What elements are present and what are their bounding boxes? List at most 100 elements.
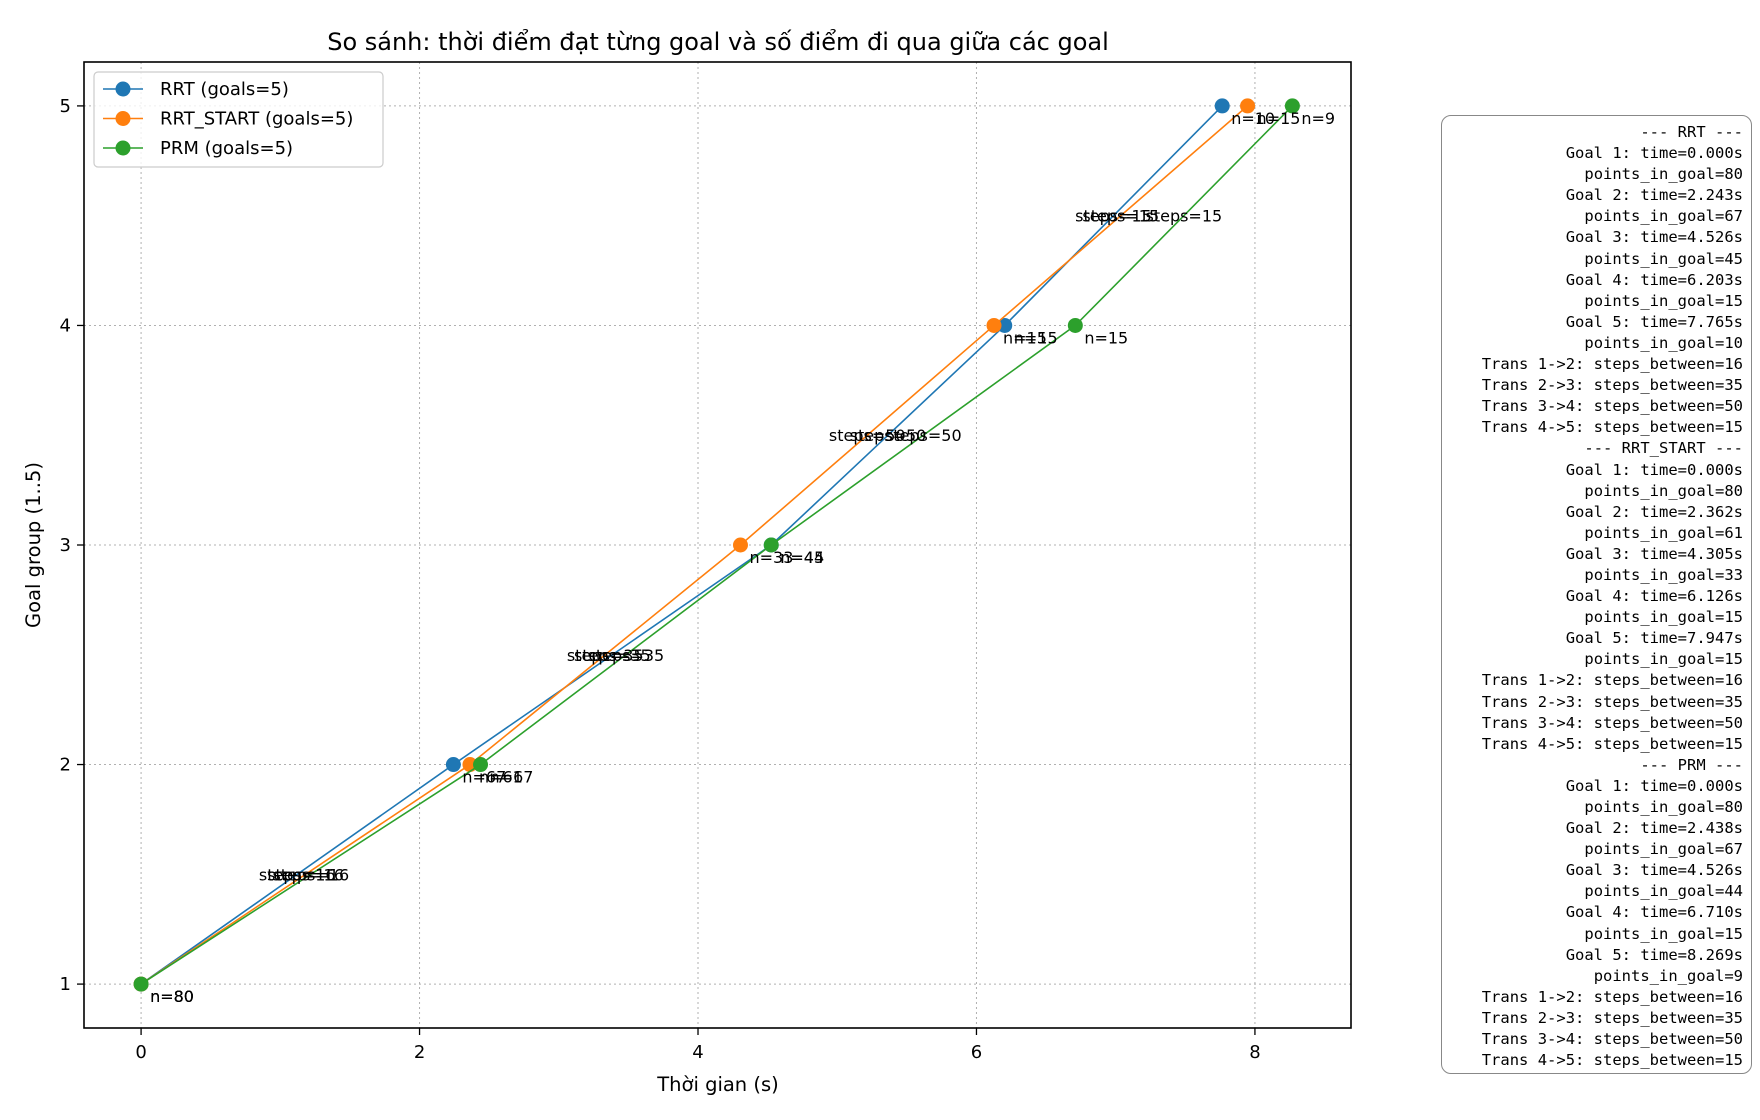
info-line: points_in_goal=61: [1584, 523, 1743, 542]
info-line: Goal 3: time=4.305s: [1565, 544, 1743, 563]
point-label: n=15: [1084, 328, 1128, 347]
info-line: points_in_goal=15: [1584, 924, 1743, 943]
step-label: steps=16: [267, 865, 344, 884]
info-line: points_in_goal=33: [1584, 565, 1743, 584]
data-point: [763, 537, 779, 553]
info-line: Trans 2->3: steps_between=35: [1481, 1008, 1743, 1027]
info-line: points_in_goal=45: [1584, 249, 1743, 268]
data-point: [997, 317, 1013, 333]
info-line: points_in_goal=80: [1584, 165, 1743, 184]
info-line: Trans 4->5: steps_between=15: [1481, 418, 1743, 437]
data-point: [1284, 98, 1300, 114]
point-label: n=67: [490, 768, 534, 787]
step-label: steps=35: [574, 646, 651, 665]
info-line: Goal 5: time=8.269s: [1565, 945, 1743, 964]
info-line: points_in_goal=67: [1584, 207, 1743, 226]
info-line: points_in_goal=10: [1584, 333, 1743, 352]
step-label: steps=16: [272, 865, 349, 884]
y-tick-label: 2: [60, 755, 71, 776]
annotation-layer: n=80n=67n=45n=15n=10steps=16steps=35step…: [150, 109, 1335, 1006]
info-line: Goal 5: time=7.947s: [1565, 629, 1743, 648]
point-label: n=45: [780, 548, 824, 567]
legend-box: [93, 71, 384, 168]
info-line: Goal 4: time=6.126s: [1565, 587, 1743, 606]
info-line: Goal 1: time=0.000s: [1565, 460, 1743, 479]
point-label: n=80: [150, 987, 194, 1006]
point-label: n=15: [1014, 328, 1058, 347]
info-line: points_in_goal=67: [1584, 840, 1743, 859]
x-axis-label: Thời gian (s): [656, 1073, 779, 1096]
step-label: steps=50: [829, 426, 906, 445]
x-tick-label: 0: [135, 1042, 146, 1063]
info-line: Goal 4: time=6.203s: [1565, 270, 1743, 289]
step-label: steps=35: [588, 646, 665, 665]
legend-item: PRM (goals=5): [103, 138, 293, 159]
point-label: n=9: [1301, 109, 1335, 128]
info-line: Trans 1->2: steps_between=16: [1481, 355, 1743, 374]
info-line: points_in_goal=44: [1584, 882, 1743, 901]
y-tick-label: 1: [60, 974, 71, 995]
info-line: Trans 3->4: steps_between=50: [1481, 397, 1743, 416]
info-line: Trans 3->4: steps_between=50: [1481, 713, 1743, 732]
point-label: n=33: [749, 548, 793, 567]
info-line: --- RRT ---: [1640, 123, 1743, 141]
legend-label: RRT (goals=5): [160, 79, 289, 100]
legend-item: RRT (goals=5): [103, 79, 289, 100]
data-point: [732, 537, 748, 553]
legend: RRT (goals=5) RRT_START (goals=5) PRM (goa…: [93, 71, 384, 168]
x-tick-label: 6: [971, 1042, 982, 1063]
data-point: [133, 976, 149, 992]
info-line: Goal 4: time=6.710s: [1565, 903, 1743, 922]
info-line: --- PRM ---: [1640, 755, 1743, 774]
info-line: --- RRT_START ---: [1584, 439, 1743, 458]
info-line: points_in_goal=9: [1593, 966, 1743, 985]
data-point: [1067, 317, 1083, 333]
info-line: Trans 2->3: steps_between=35: [1481, 692, 1743, 711]
info-line: Goal 2: time=2.243s: [1565, 186, 1743, 205]
series-2: [133, 98, 1300, 992]
legend-label: PRM (goals=5): [160, 138, 293, 159]
data-point: [1214, 98, 1230, 114]
info-line: Goal 3: time=4.526s: [1565, 228, 1743, 247]
info-line: Goal 2: time=2.438s: [1565, 819, 1743, 838]
legend-label: RRT_START (goals=5): [160, 109, 353, 130]
info-line: points_in_goal=15: [1584, 291, 1743, 310]
grid-lines: [84, 62, 1351, 1028]
point-label: n=80: [150, 987, 194, 1006]
point-label: n=44: [780, 548, 824, 567]
chart-title: So sánh: thời điểm đạt từng goal và số đ…: [327, 28, 1109, 56]
info-line: Goal 1: time=0.000s: [1565, 144, 1743, 163]
info-line: points_in_goal=15: [1584, 608, 1743, 627]
data-point: [473, 757, 489, 773]
point-label: n=61: [479, 768, 523, 787]
info-line: Trans 3->4: steps_between=50: [1481, 1030, 1743, 1049]
info-line: Trans 1->2: steps_between=16: [1481, 987, 1743, 1006]
y-axis-label: Goal group (1..5): [22, 462, 45, 628]
x-tick-label: 4: [692, 1042, 703, 1063]
axis-ticks: 0 2 4 6 8 1 2 3 4 5: [60, 96, 1261, 1063]
step-label: steps=15: [1082, 207, 1159, 226]
info-line: points_in_goal=15: [1584, 650, 1743, 669]
legend-marker: [115, 140, 131, 156]
step-label: steps=35: [567, 646, 644, 665]
point-label: n=80: [150, 987, 194, 1006]
info-line: Goal 3: time=4.526s: [1565, 861, 1743, 880]
info-line: Goal 2: time=2.362s: [1565, 502, 1743, 521]
info-line: Trans 1->2: steps_between=16: [1481, 671, 1743, 690]
info-line: Trans 4->5: steps_between=15: [1481, 1051, 1743, 1070]
info-line: points_in_goal=80: [1584, 798, 1743, 816]
info-line: points_in_goal=80: [1584, 481, 1743, 500]
step-label: steps=16: [259, 865, 336, 884]
point-label: n=10: [1231, 109, 1275, 128]
legend-marker: [115, 111, 131, 126]
data-point: [986, 317, 1002, 333]
stats-info-box: --- RRT --- Goal 1: time=0.000s points_in_…: [1441, 115, 1752, 1074]
x-tick-label: 8: [1249, 1042, 1260, 1063]
point-label: n=15: [1003, 328, 1047, 347]
info-line: Trans 4->5: steps_between=15: [1481, 734, 1743, 753]
point-label: n=15: [1257, 109, 1301, 128]
x-tick-label: 2: [414, 1042, 425, 1063]
legend-item: RRT_START (goals=5): [103, 109, 353, 130]
legend-marker: [115, 81, 131, 97]
